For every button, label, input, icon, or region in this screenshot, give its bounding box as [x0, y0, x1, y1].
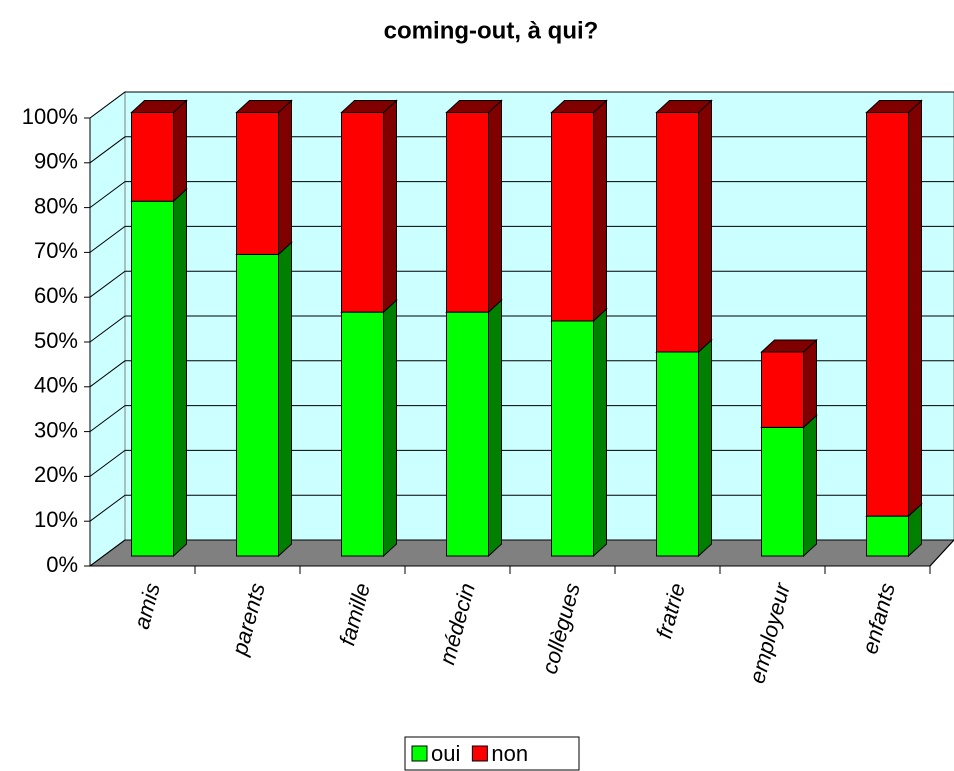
legend-label: non [491, 741, 528, 766]
x-axis-end [929, 539, 954, 567]
bar-side [803, 338, 817, 429]
bar-front [446, 111, 489, 313]
y-tick-label: 100% [22, 104, 78, 129]
bar-side [173, 188, 187, 558]
bar [235, 241, 293, 558]
bar-side [593, 99, 607, 323]
grid-line [89, 91, 954, 119]
bar-front [866, 111, 909, 517]
x-tick-label: employeur [744, 579, 795, 686]
chart-title: coming-out, à qui? [384, 17, 599, 44]
bar [340, 298, 398, 558]
legend-label: oui [431, 741, 460, 766]
bar-side [383, 99, 397, 314]
bar-side [173, 99, 187, 203]
bar-side [698, 99, 712, 354]
x-tick-label: amis [129, 580, 165, 631]
bar [235, 99, 293, 256]
bar-top [445, 99, 503, 113]
y-tick-label: 70% [34, 238, 78, 263]
bar [130, 99, 188, 203]
bar [655, 338, 713, 558]
bar-side [698, 338, 712, 558]
bar-front [866, 515, 909, 557]
y-tick-label: 60% [34, 283, 78, 308]
legend-swatch [411, 745, 428, 762]
bar-side [488, 298, 502, 558]
bar-top [235, 99, 293, 113]
bar-side [593, 307, 607, 558]
x-tick-label: parents [227, 580, 270, 658]
bar-side [803, 414, 817, 558]
bar-front [131, 200, 174, 557]
bar-top [655, 99, 713, 113]
x-tick-label: collègues [537, 580, 585, 676]
y-tick-label: 50% [34, 328, 78, 353]
y-tick-label: 0% [46, 552, 78, 577]
bar [130, 188, 188, 558]
bar [865, 99, 923, 518]
bar [760, 338, 818, 429]
bar-front [341, 111, 384, 313]
bar-front [761, 351, 804, 428]
x-tick-label: enfants [857, 580, 900, 656]
y-tick-label: 80% [34, 193, 78, 218]
legend-box [404, 736, 580, 771]
bar-front [236, 111, 279, 255]
bar [445, 298, 503, 558]
bar [445, 99, 503, 314]
bar-front [236, 253, 279, 557]
y-tick-label: 30% [34, 417, 78, 442]
bar-side [278, 99, 292, 256]
bar-top [760, 339, 818, 353]
x-tick-label: médecin [434, 580, 480, 667]
bar-top [130, 99, 188, 113]
bar [655, 99, 713, 354]
x-tick-label: famille [334, 580, 375, 648]
bar [340, 99, 398, 314]
floor [88, 539, 954, 567]
y-tick-label: 90% [34, 149, 78, 174]
y-tick-label: 40% [34, 373, 78, 398]
bar [550, 307, 608, 558]
bar-top [340, 99, 398, 113]
bar-side [383, 298, 397, 558]
x-tick-label: fratrie [651, 580, 690, 641]
bar-front [131, 111, 174, 202]
bar-front [551, 320, 594, 557]
y-tick-label: 10% [34, 507, 78, 532]
bar-front [446, 311, 489, 557]
bar-side [908, 99, 922, 518]
bar-side [278, 241, 292, 558]
bar-top [550, 99, 608, 113]
bar-top [865, 99, 923, 113]
bar-front [656, 111, 699, 353]
bar-front [551, 111, 594, 322]
bar-front [656, 351, 699, 557]
bar-side [488, 99, 502, 314]
legend-swatch [471, 745, 488, 762]
bar [760, 414, 818, 558]
bar-front [761, 426, 804, 557]
y-tick-label: 20% [34, 462, 78, 487]
bar-front [341, 311, 384, 557]
bar [550, 99, 608, 323]
